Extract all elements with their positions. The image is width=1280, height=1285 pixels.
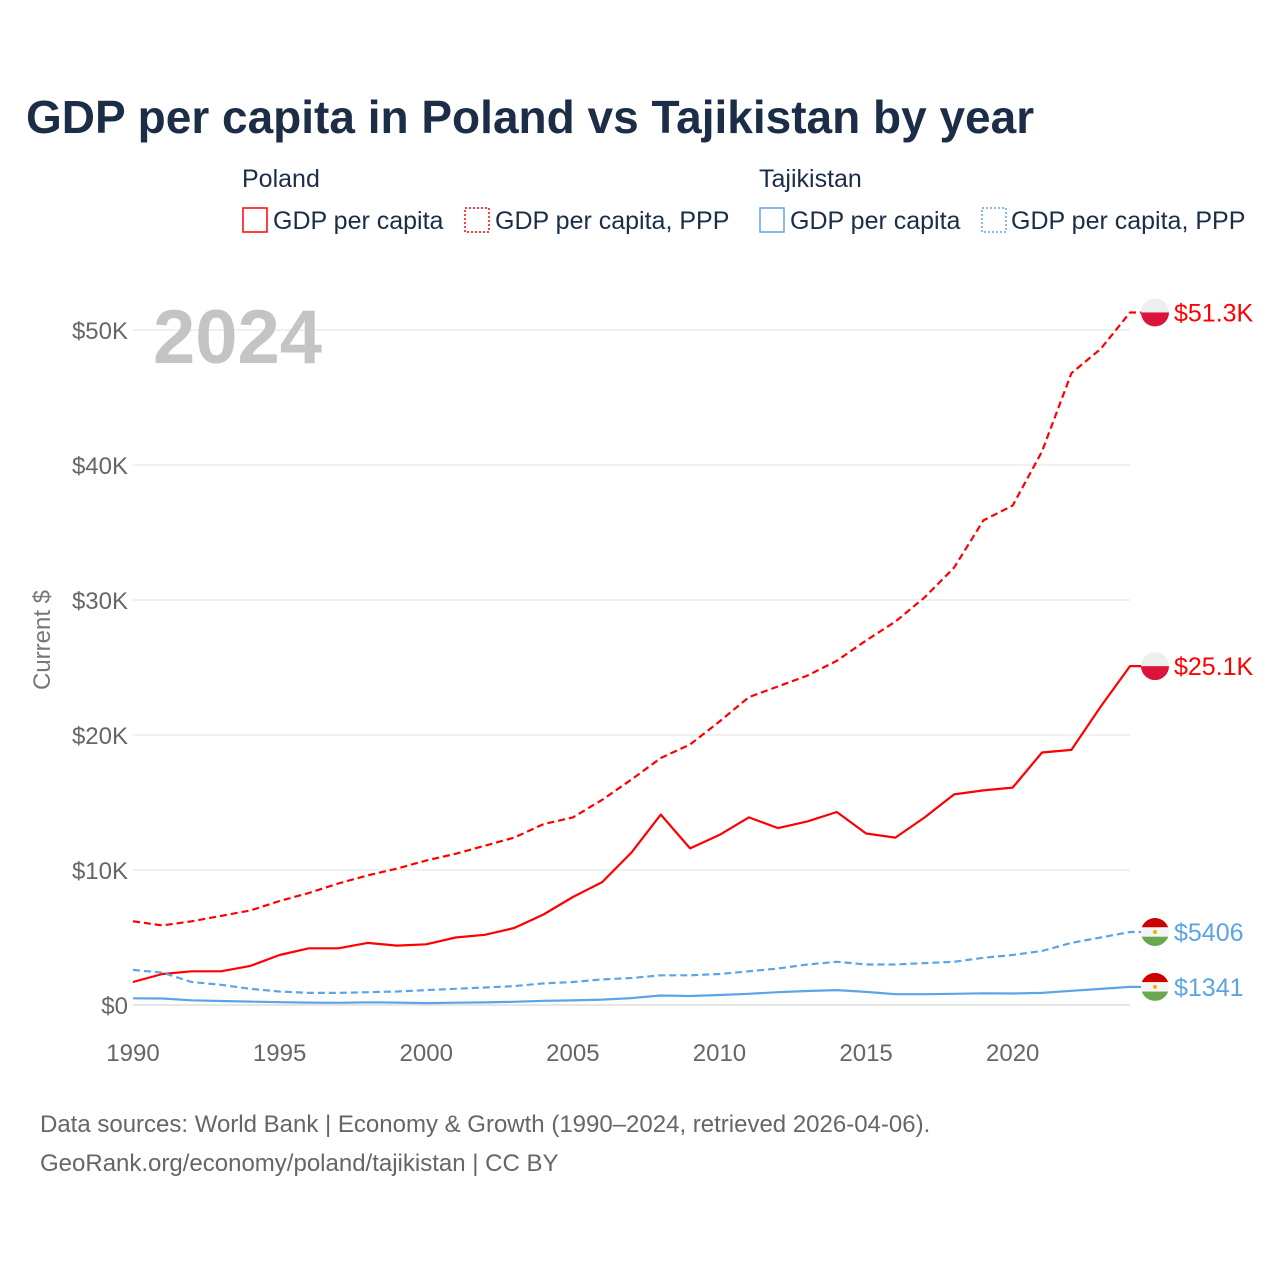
y-tick-label: $0	[101, 993, 128, 1020]
legend-swatch-poland-ppp	[464, 207, 490, 233]
series-line-poland-gdp-per-capita[interactable]	[132, 665, 1142, 984]
x-axis-ticks: 1990 1995 2000 2005 2010 2015 2020	[106, 1040, 1039, 1067]
legend-label-tajikistan-gdp[interactable]: GDP per capita	[790, 207, 961, 235]
y-tick-label: $10K	[72, 858, 128, 885]
x-tick-label: 2020	[986, 1040, 1039, 1067]
end-label-poland-gdp-per-capita: $25.1K	[1174, 653, 1254, 681]
legend-label-poland-gdp[interactable]: GDP per capita	[273, 207, 444, 235]
legend-label-tajikistan-ppp[interactable]: GDP per capita, PPP	[1011, 207, 1245, 235]
x-tick-label: 2015	[839, 1040, 892, 1067]
end-label-tajikistan-gdp-per-capita: $1341	[1174, 974, 1244, 1002]
y-tick-label: $30K	[72, 588, 128, 615]
poland-flag-icon	[1141, 652, 1169, 681]
x-tick-label: 1995	[253, 1040, 306, 1067]
x-tick-label: 2005	[546, 1040, 599, 1067]
y-axis-label: Current $	[29, 590, 56, 690]
footer-sources: Data sources: World Bank | Economy & Gro…	[40, 1111, 930, 1138]
end-label-tajikistan-gdp-per-capita-ppp: $5406	[1174, 919, 1244, 947]
end-labels: $51.3K $25.1K $5406 $1341	[1141, 298, 1254, 1002]
y-axis-ticks: $0 $10K $20K $30K $40K $50K	[72, 318, 128, 1020]
gridlines	[133, 329, 1130, 1006]
x-tick-label: 1990	[106, 1040, 159, 1067]
series-line-poland-gdp-per-capita-ppp[interactable]	[132, 311, 1142, 927]
series-lines	[132, 311, 1142, 1005]
poland-flag-icon	[1141, 298, 1169, 327]
x-tick-label: 2010	[693, 1040, 746, 1067]
y-tick-label: $40K	[72, 453, 128, 480]
legend: Poland GDP per capita GDP per capita, PP…	[242, 165, 1245, 235]
footer-link[interactable]: GeoRank.org/economy/poland/tajikistan | …	[40, 1150, 559, 1177]
series-line-tajikistan-gdp-per-capita[interactable]	[132, 985, 1142, 1005]
legend-swatch-tajikistan-ppp	[981, 207, 1007, 233]
legend-swatch-tajikistan-gdp	[759, 207, 785, 233]
legend-label-poland-ppp[interactable]: GDP per capita, PPP	[495, 207, 729, 235]
y-tick-label: $50K	[72, 318, 128, 345]
series-line-tajikistan-gdp-per-capita-ppp[interactable]	[132, 930, 1142, 994]
tajikistan-flag-icon	[1141, 972, 1169, 1001]
legend-swatch-poland-gdp	[242, 207, 268, 233]
legend-heading-poland: Poland	[242, 165, 320, 193]
legend-heading-tajikistan: Tajikistan	[759, 165, 862, 193]
year-watermark: 2024	[153, 295, 322, 380]
y-tick-label: $20K	[72, 723, 128, 750]
x-tick-label: 2000	[400, 1040, 453, 1067]
tajikistan-flag-icon	[1141, 918, 1169, 947]
chart-title: GDP per capita in Poland vs Tajikistan b…	[26, 91, 1034, 143]
end-label-poland-gdp-per-capita-ppp: $51.3K	[1174, 299, 1254, 327]
